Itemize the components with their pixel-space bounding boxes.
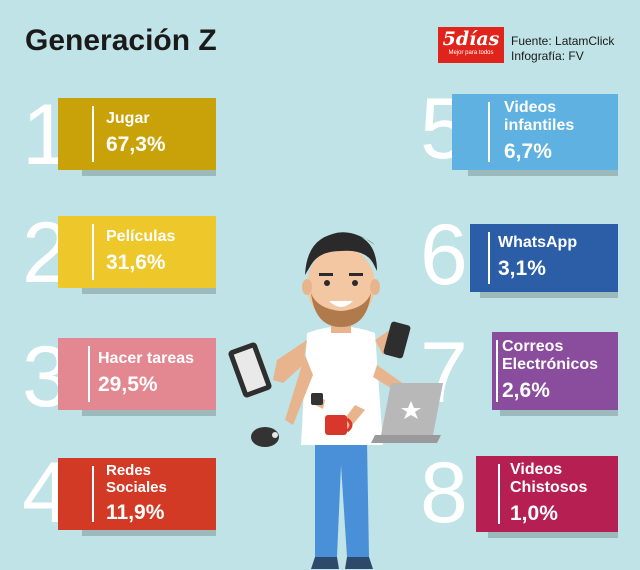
logo-name: 5días [442,28,500,50]
item-value: 6,7% [504,140,552,163]
logo-tagline: Mejor para todos [448,50,494,56]
item-value: 2,6% [502,379,550,402]
item-label: Hacer tareas [98,350,195,367]
ranking-card: Hacer tareas 29,5% [58,338,216,410]
item-label: Correos Electrónicos [502,338,599,373]
item-label: Videos infantiles [504,99,575,134]
ranking-card: Videos Chistosos 1,0% [476,456,618,532]
ranking-card: Jugar 67,3% [58,98,216,170]
item-value: 1,0% [510,502,558,525]
ranking-card: Correos Electrónicos 2,6% [492,332,618,410]
page-title: Generación Z [25,24,217,57]
item-label: WhatsApp [498,234,578,251]
item-value: 29,5% [98,373,158,396]
ranking-card: WhatsApp 3,1% [470,224,618,292]
item-label: Películas [106,228,176,245]
item-value: 3,1% [498,257,546,280]
brand-logo: 5días Mejor para todos [438,27,504,63]
item-value: 31,6% [106,251,166,274]
item-value: 67,3% [106,133,166,156]
ranking-card: Películas 31,6% [58,216,216,288]
item-label: Jugar [106,110,150,127]
gen-z-character-illustration [228,232,443,569]
rank-number: 6 [420,207,468,303]
item-label: Videos Chistosos [510,461,588,496]
credits: Fuente: LatamClick Infografía: FV [511,34,614,64]
source-text: Fuente: LatamClick [511,34,615,48]
rank-number: 8 [420,445,468,541]
credit-text: Infografía: FV [511,49,584,63]
item-value: 11,9% [106,501,165,524]
item-label: Redes Sociales [106,462,167,496]
ranking-card: Videos infantiles 6,7% [452,94,618,170]
ranking-card: Redes Sociales 11,9% [58,458,216,530]
